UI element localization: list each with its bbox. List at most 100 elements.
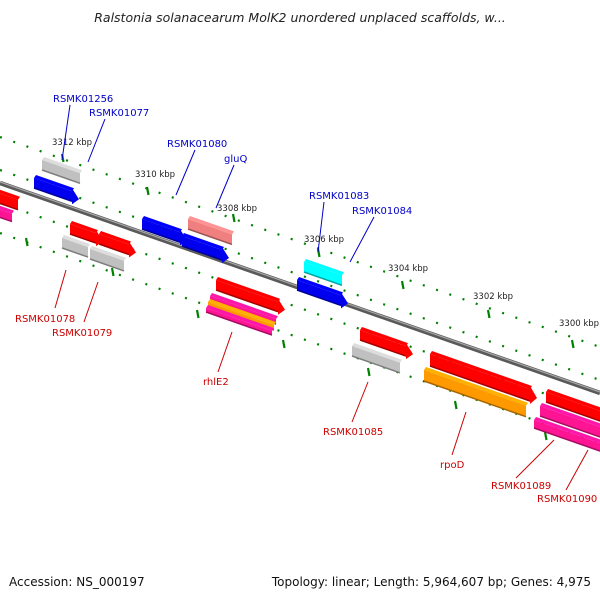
gene-rsmk01077-body [34, 178, 72, 202]
scale-label-3312: 3312 kbp [52, 138, 92, 148]
leader-line-5 [349, 216, 375, 263]
gene-rhle2-magenta-top [210, 293, 278, 320]
leader-line-0 [61, 104, 71, 161]
scale-label-3306: 3306 kbp [304, 235, 344, 245]
leader-line-4 [317, 201, 325, 253]
topology-text: Topology: linear; Length: 5,964,607 bp; … [271, 575, 591, 589]
scale-tick-2 [231, 213, 236, 223]
gene-label-rsmk01084[interactable]: RSMK01084 [352, 206, 412, 217]
gene-rsmk01078-red-body [70, 224, 96, 244]
gene-rhle2-orange-top [208, 299, 276, 326]
gene-rsmk01089-red[interactable] [545, 389, 600, 426]
gene-label-rsmk01089[interactable]: RSMK01089 [491, 481, 551, 492]
gene-rsmk01090-body [534, 420, 600, 452]
gene-rsmk01079-red-shade [98, 243, 130, 256]
gene-rsmk01085[interactable] [351, 343, 402, 374]
scale-label-3302: 3302 kbp [473, 292, 513, 302]
gene-rsmk01083[interactable] [303, 259, 344, 287]
scale-tick-4 [400, 280, 405, 290]
gene-left-red-shade [0, 202, 19, 211]
scale-tick-11 [366, 367, 371, 377]
scale-ticks [24, 153, 575, 441]
gene-label-rsmk01090[interactable]: RSMK01090 [537, 494, 597, 505]
leader-line-1 [87, 118, 106, 163]
gene-label-rsmk01078[interactable]: RSMK01078 [15, 314, 75, 325]
gene-gluq-salmon-body [188, 219, 232, 245]
scale-tick-7 [24, 237, 29, 247]
gene-rsmk01085-red[interactable] [359, 327, 413, 360]
gene-gluq-salmon[interactable] [187, 216, 234, 246]
gene-rsmk01085-body [352, 346, 400, 373]
gene-rpod-red[interactable] [429, 351, 537, 404]
gene-gluq[interactable] [181, 233, 229, 263]
leader-line-11 [515, 439, 555, 479]
gene-gluq-body [182, 236, 222, 260]
gene-rsmk01089-shade [539, 415, 600, 438]
scale-tick-12 [453, 400, 458, 410]
gene-rsmk01079-red[interactable] [98, 231, 136, 258]
gene-rsmk01256-shade [41, 169, 81, 185]
gene-label-rpod[interactable]: rpoD [440, 460, 465, 471]
gene-rpod-body [424, 370, 526, 417]
gene-gluq-salmon-shade [187, 228, 233, 246]
gene-rpod-shade [423, 380, 527, 418]
scale-tick-13 [543, 431, 548, 441]
gene-rsmk01089-top [540, 403, 600, 428]
map-title: Ralstonia solanacearum MolK2 unordered u… [94, 10, 506, 25]
gene-rsmk01090-shade [533, 427, 600, 452]
gene-rsmk01083-top [304, 259, 344, 276]
gene-rsmk01089-red-top [546, 389, 600, 411]
gene-rsmk01085-shade [351, 355, 401, 374]
scale-tick-6 [570, 339, 575, 349]
gene-rpod[interactable] [423, 367, 528, 418]
gene-rsmk01077[interactable] [33, 175, 79, 205]
scale-label-3304: 3304 kbp [388, 264, 428, 274]
gene-rpod-red-body [430, 354, 530, 401]
dotted-guide-0 [0, 168, 600, 382]
gene-rhle2-arrowhead [278, 298, 285, 315]
gene-label-rsmk01256[interactable]: RSMK01256 [53, 94, 113, 105]
gene-rsmk01085-red-shade [359, 339, 407, 357]
gene-rsmk01084-arrowhead [341, 292, 348, 309]
gene-rsmk01079-red-body [99, 234, 129, 255]
leader-line-9 [351, 381, 369, 423]
gene-label-rsmk01083[interactable]: RSMK01083 [309, 191, 369, 202]
gene-rsmk01090[interactable] [533, 417, 600, 452]
gene-label-rsmk01079[interactable]: RSMK01079 [52, 328, 112, 339]
gene-label-rsmk01077[interactable]: RSMK01077 [89, 108, 149, 119]
gene-left-magenta-top [0, 205, 14, 214]
gene-rsmk01089[interactable] [539, 403, 600, 438]
gene-left-red[interactable] [0, 189, 20, 211]
gene-rsmk01084-body [297, 280, 341, 306]
gene-rsmk01084[interactable] [296, 277, 348, 309]
gene-label-gluq[interactable]: gluQ [224, 154, 247, 165]
scale-tick-10 [281, 339, 286, 349]
gene-rhle2-magenta2-body [206, 308, 272, 336]
gene-left-magenta[interactable] [0, 205, 14, 223]
gene-rsmk01256-top [42, 157, 82, 174]
scale-label-3308: 3308 kbp [217, 204, 257, 214]
gene-rsmk01085-red-body [360, 330, 406, 357]
gene-rhle2-magenta2-shade [205, 311, 273, 336]
gene-label-rsmk01085[interactable]: RSMK01085 [323, 427, 383, 438]
gene-rsmk01077-shade [33, 187, 73, 203]
gene-rsmk01078[interactable] [61, 235, 90, 258]
scale-label-3310: 3310 kbp [135, 170, 175, 180]
gene-rhle2[interactable] [215, 277, 285, 315]
gene-rsmk01078-red-shade [69, 233, 97, 244]
gene-rsmk01256[interactable] [41, 157, 82, 185]
gene-left-red-top [0, 189, 20, 200]
gene-gluq-arrowhead [222, 247, 229, 263]
gene-rsmk01079[interactable] [89, 246, 126, 272]
gene-rhle2-magenta2[interactable] [205, 305, 274, 336]
gene-rsmk01080-shade [141, 228, 181, 244]
gene-label-rsmk01080[interactable]: RSMK01080 [167, 139, 227, 150]
scale-tick-9 [195, 309, 200, 319]
gene-rsmk01079-red-arrowhead [129, 241, 136, 258]
leader-line-12 [565, 449, 589, 491]
scale-label-3300: 3300 kbp [559, 319, 599, 329]
gene-label-rhle2[interactable]: rhlE2 [203, 377, 229, 388]
gene-left-magenta-body [0, 209, 12, 222]
gene-rsmk01083-shade [303, 271, 343, 287]
gene-rsmk01083-body [304, 262, 342, 286]
